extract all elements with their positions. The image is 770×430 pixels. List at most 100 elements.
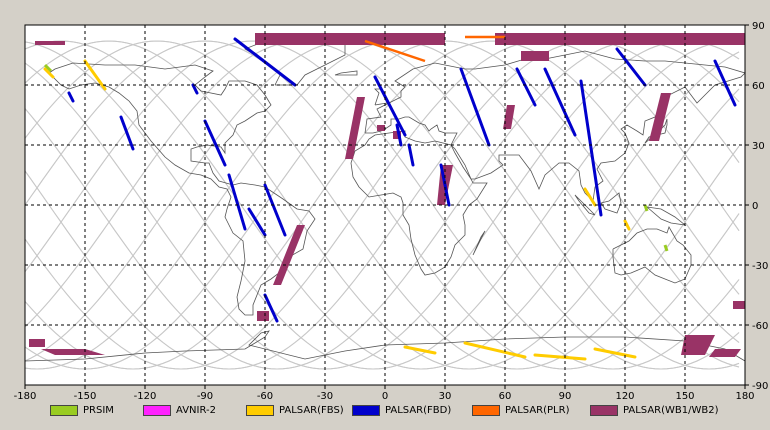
wb-swath (649, 93, 671, 141)
fbd-strip (191, 83, 199, 95)
y-tick-label: 0 (752, 201, 758, 212)
fbd-strip (407, 143, 415, 167)
orbit-track (144, 40, 740, 370)
coastline (334, 70, 358, 76)
orbit-track (216, 40, 740, 368)
legend-swatch-palsar-fbd (352, 404, 380, 416)
orbit-track (24, 204, 122, 328)
legend-label-palsar-fbd: PALSAR(FBD) (385, 404, 452, 416)
wb-swath (41, 349, 105, 355)
orbit-track (312, 40, 740, 295)
y-tick-labels: 90 60 30 0 -30 -60 -90 (752, 21, 768, 392)
legend-item-avnir2: AVNIR-2 (143, 403, 216, 417)
fbd-strip (263, 183, 287, 237)
wb-swath (681, 335, 715, 355)
wb-swath (345, 97, 365, 159)
wb-swath (495, 33, 745, 45)
prsim-strip (643, 204, 649, 212)
x-tick-label: 90 (559, 391, 572, 402)
fbd-strip (395, 123, 403, 147)
grid-lines (24, 24, 749, 389)
x-tick-label: -30 (317, 391, 333, 402)
wb-swath (29, 339, 45, 347)
fbs-strip (403, 345, 437, 355)
x-tick-label: 0 (382, 391, 388, 402)
x-tick-label: -90 (197, 391, 213, 402)
wb-swath (377, 125, 385, 131)
coastline (612, 226, 692, 284)
legend: PRSIM AVNIR-2 PALSAR(FBS) PALSAR(FBD) PA… (0, 403, 770, 419)
fbs-strip (583, 187, 597, 207)
fbd-strip (515, 67, 537, 107)
x-tick-label: 150 (675, 391, 694, 402)
wb-swath (503, 105, 515, 129)
fbd-strip (543, 67, 577, 137)
fbs-strip (533, 353, 587, 361)
orbit-track (168, 40, 740, 370)
orbit-track (264, 40, 740, 343)
orbit-track (24, 204, 362, 370)
legend-item-palsar-plr: PALSAR(PLR) (472, 403, 569, 417)
legend-item-palsar-fbs: PALSAR(FBS) (246, 403, 344, 417)
legend-label-palsar-plr: PALSAR(PLR) (505, 404, 570, 416)
wb-swath (709, 349, 741, 357)
x-tick-label: -150 (74, 391, 97, 402)
orbit-track (24, 170, 50, 206)
coastline (600, 192, 622, 214)
wb-swath (273, 225, 305, 285)
x-tick-label: 180 (735, 391, 754, 402)
orbit-track (24, 204, 170, 362)
fbs-strip (593, 347, 637, 359)
wb-swath (733, 301, 745, 309)
orbit-track (48, 40, 740, 370)
legend-label-prsim: PRSIM (83, 404, 114, 416)
fbd-strip (459, 67, 491, 147)
orbit-track (336, 145, 740, 370)
fbd-strip (263, 293, 279, 323)
x-tick-label: -60 (257, 391, 273, 402)
fbd-strip (615, 47, 647, 87)
legend-swatch-avnir2 (143, 404, 171, 416)
x-tick-label: -180 (14, 391, 37, 402)
y-tick-label: -30 (752, 261, 768, 272)
legend-label-palsar-fbs: PALSAR(FBS) (279, 404, 344, 416)
wb-swath (35, 41, 65, 45)
y-tick-label: 60 (752, 81, 765, 92)
x-tick-labels: -180 -150 -120 -90 -60 -30 0 30 60 90 120 150 180 (14, 391, 755, 402)
fbs-strip (463, 341, 527, 359)
orbit-track (24, 40, 290, 206)
fbd-strip (439, 163, 451, 207)
orbit-track (192, 40, 740, 370)
plot-frame (24, 24, 746, 386)
fbd-strip (203, 119, 227, 167)
wb-swath (257, 311, 269, 321)
wb-swath (521, 51, 549, 61)
fbd-strip (119, 115, 135, 151)
x-tick-label: 60 (499, 391, 512, 402)
fbd-strip (373, 75, 407, 137)
coastline (364, 50, 746, 202)
orbit-track (24, 41, 194, 206)
fbd-strip (713, 59, 737, 107)
orbit-track (24, 204, 266, 370)
fbs-strip (83, 59, 107, 91)
legend-swatch-palsar-plr (472, 404, 500, 416)
orbit-track (24, 204, 74, 273)
orbit-track (24, 40, 338, 206)
fbd-strip (579, 79, 603, 217)
legend-label-palsar-wb: PALSAR(WB1/WB2) (623, 404, 719, 416)
legend-item-palsar-wb: PALSAR(WB1/WB2) (590, 403, 719, 417)
x-tick-label: 30 (439, 391, 452, 402)
x-tick-label: -120 (134, 391, 157, 402)
legend-item-prsim: PRSIM (50, 403, 114, 417)
orbit-track (288, 88, 740, 370)
prsim-strip (43, 63, 53, 73)
y-tick-label: -60 (752, 321, 768, 332)
fbd-strip (227, 173, 247, 231)
fbd-strip (247, 207, 267, 237)
wb-swath (255, 33, 445, 45)
legend-swatch-palsar-fbs (246, 404, 274, 416)
orbit-track (24, 40, 740, 370)
coastline (574, 194, 596, 216)
fbs-strip (623, 219, 631, 231)
